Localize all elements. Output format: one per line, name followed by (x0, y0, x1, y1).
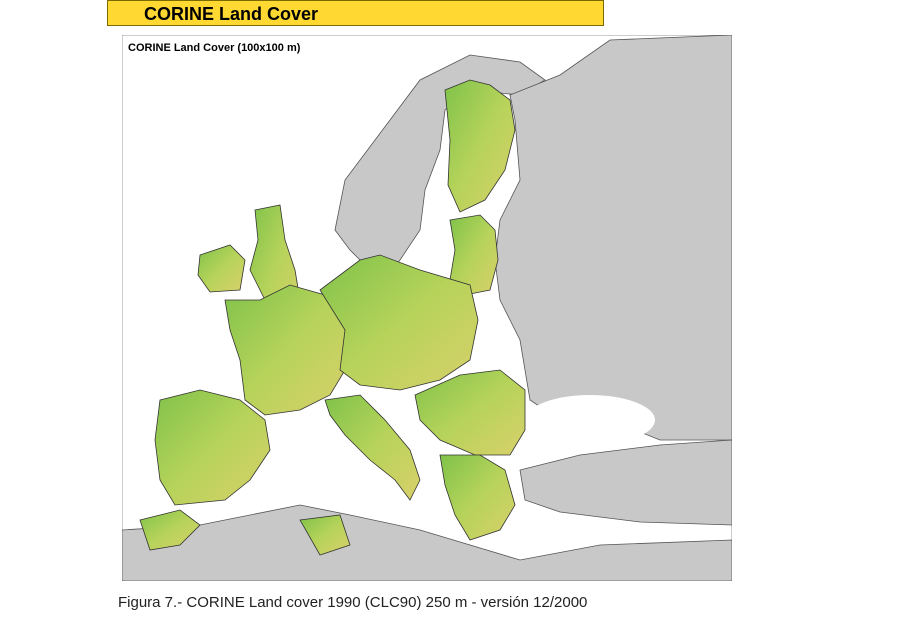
black-sea (525, 395, 655, 445)
map-label: CORINE Land Cover (100x100 m) (128, 42, 301, 54)
header-bar: CORINE Land Cover (107, 0, 604, 26)
non-eu-land (122, 35, 732, 581)
eu-land-cover (139, 79, 526, 556)
header-title: CORINE Land Cover (144, 4, 319, 24)
map: CORINE Land Cover (100x100 m) (122, 35, 732, 581)
caption: Figura 7.- CORINE Land cover 1990 (CLC90… (118, 594, 588, 611)
